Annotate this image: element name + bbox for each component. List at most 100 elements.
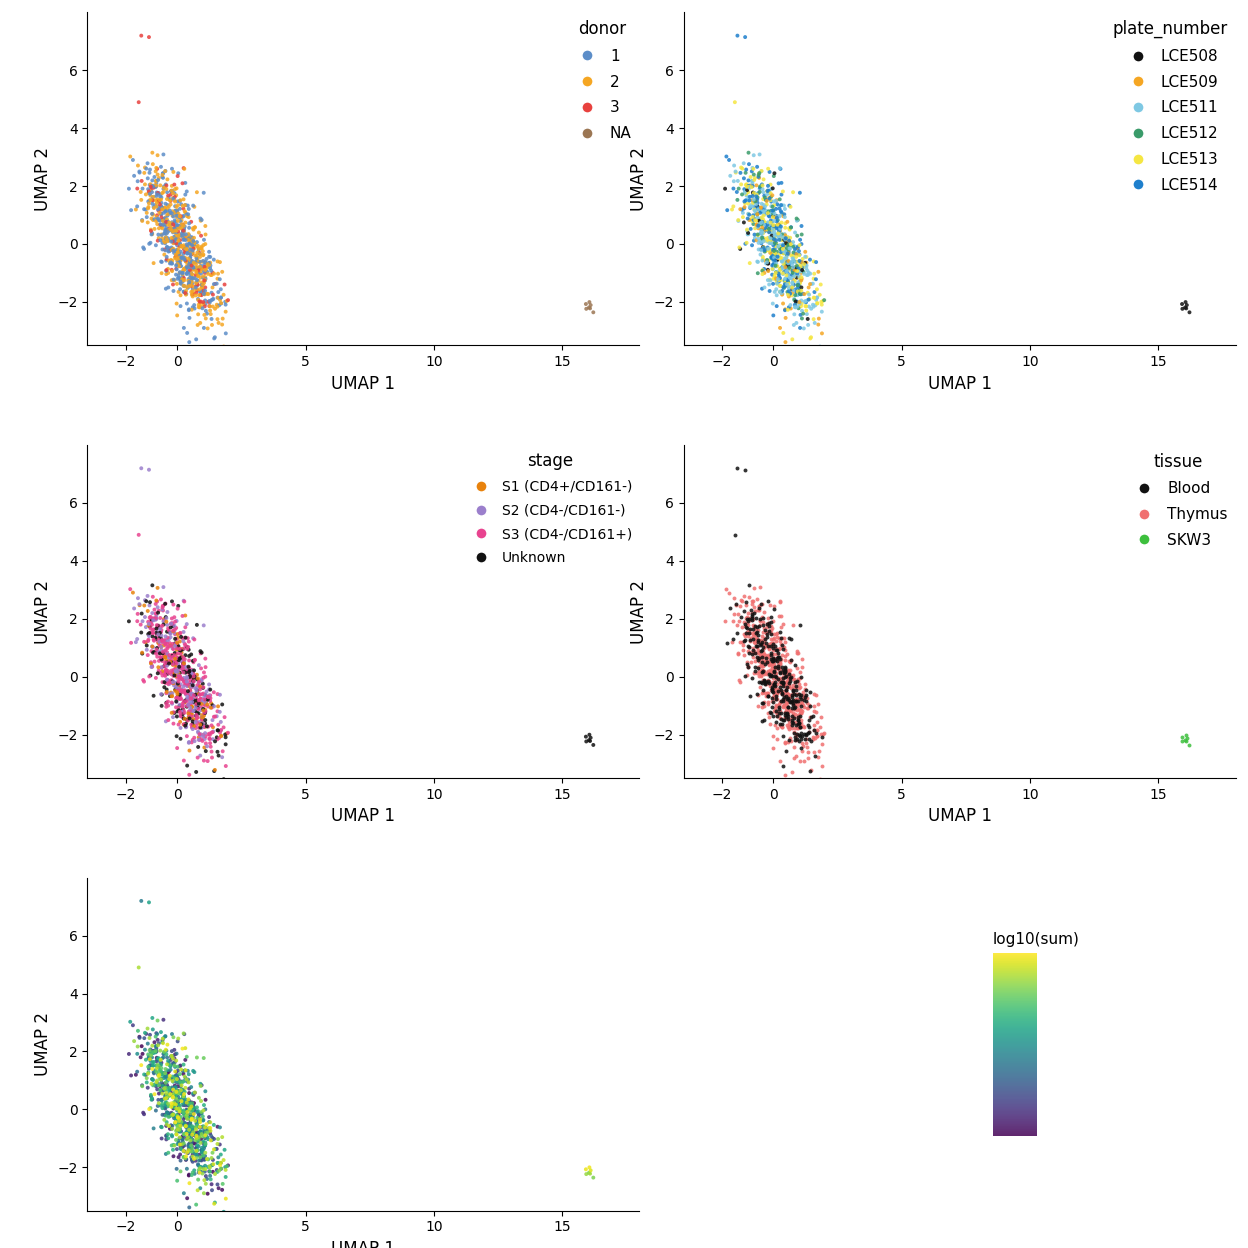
- Point: [201, 1169, 221, 1189]
- Point: [137, 1033, 157, 1053]
- Point: [750, 176, 770, 196]
- Point: [193, 275, 213, 295]
- Point: [758, 664, 778, 684]
- Point: [191, 1102, 211, 1122]
- Point: [778, 245, 797, 265]
- Point: [195, 271, 215, 291]
- Point: [191, 297, 211, 317]
- Point: [137, 585, 157, 605]
- Point: [175, 691, 195, 711]
- Point: [181, 1136, 201, 1156]
- Point: [800, 288, 820, 308]
- Point: [141, 1085, 161, 1104]
- Point: [155, 666, 175, 686]
- Point: [211, 288, 231, 308]
- Point: [182, 1132, 202, 1152]
- Point: [183, 231, 203, 251]
- Point: [167, 674, 187, 694]
- Point: [743, 615, 763, 635]
- Point: [756, 633, 776, 653]
- Point: [161, 1116, 181, 1136]
- Point: [766, 651, 786, 671]
- Point: [168, 688, 188, 708]
- Point: [173, 260, 193, 280]
- Point: [175, 683, 195, 703]
- Point: [784, 262, 804, 282]
- Point: [156, 661, 176, 681]
- Point: [166, 245, 186, 265]
- Point: [207, 1162, 227, 1182]
- Point: [186, 681, 206, 701]
- Point: [739, 205, 759, 225]
- Point: [773, 293, 792, 313]
- Point: [163, 1097, 183, 1117]
- Point: [196, 741, 216, 761]
- Point: [162, 694, 182, 714]
- Point: [187, 314, 207, 334]
- Point: [799, 695, 819, 715]
- Point: [203, 275, 223, 295]
- Point: [750, 663, 770, 683]
- Point: [183, 220, 203, 240]
- Point: [168, 628, 188, 648]
- Point: [763, 644, 782, 664]
- Point: [170, 1096, 190, 1116]
- Point: [763, 639, 782, 659]
- Point: [195, 703, 215, 723]
- Point: [794, 695, 814, 715]
- Point: [156, 207, 176, 227]
- Point: [195, 1143, 215, 1163]
- Point: [154, 1081, 173, 1101]
- Point: [156, 673, 176, 693]
- Point: [165, 703, 185, 723]
- Point: [149, 201, 168, 221]
- Point: [745, 630, 765, 650]
- Point: [809, 262, 829, 282]
- Point: [794, 736, 814, 756]
- Point: [195, 718, 215, 738]
- Point: [192, 275, 212, 295]
- Point: [166, 212, 186, 232]
- Point: [180, 247, 200, 267]
- Point: [192, 710, 212, 730]
- Point: [188, 673, 208, 693]
- Point: [805, 715, 825, 735]
- Point: [172, 1093, 192, 1113]
- Point: [178, 278, 198, 298]
- Point: [166, 1066, 186, 1086]
- Point: [157, 1097, 177, 1117]
- Point: [178, 230, 198, 250]
- Point: [750, 577, 770, 597]
- Point: [778, 231, 797, 251]
- Point: [151, 1117, 171, 1137]
- Point: [745, 197, 765, 217]
- Point: [764, 201, 784, 221]
- Point: [799, 285, 819, 305]
- Point: [182, 1142, 202, 1162]
- Point: [177, 1101, 197, 1121]
- Point: [786, 285, 806, 305]
- Point: [152, 1076, 172, 1096]
- Point: [771, 684, 791, 704]
- Point: [120, 146, 140, 166]
- Point: [172, 215, 192, 235]
- Point: [173, 271, 193, 291]
- Point: [760, 665, 780, 685]
- Point: [127, 1062, 147, 1082]
- Point: [186, 276, 206, 296]
- Point: [797, 305, 817, 324]
- Point: [197, 1122, 217, 1142]
- Point: [163, 275, 183, 295]
- Point: [178, 275, 198, 295]
- Point: [173, 1086, 193, 1106]
- Point: [186, 246, 206, 266]
- Point: [782, 276, 802, 296]
- Point: [196, 649, 216, 669]
- Point: [130, 1027, 150, 1047]
- Point: [161, 195, 181, 215]
- Point: [812, 756, 832, 776]
- Point: [157, 237, 177, 257]
- Point: [753, 265, 773, 285]
- Point: [178, 660, 198, 680]
- Point: [171, 208, 191, 228]
